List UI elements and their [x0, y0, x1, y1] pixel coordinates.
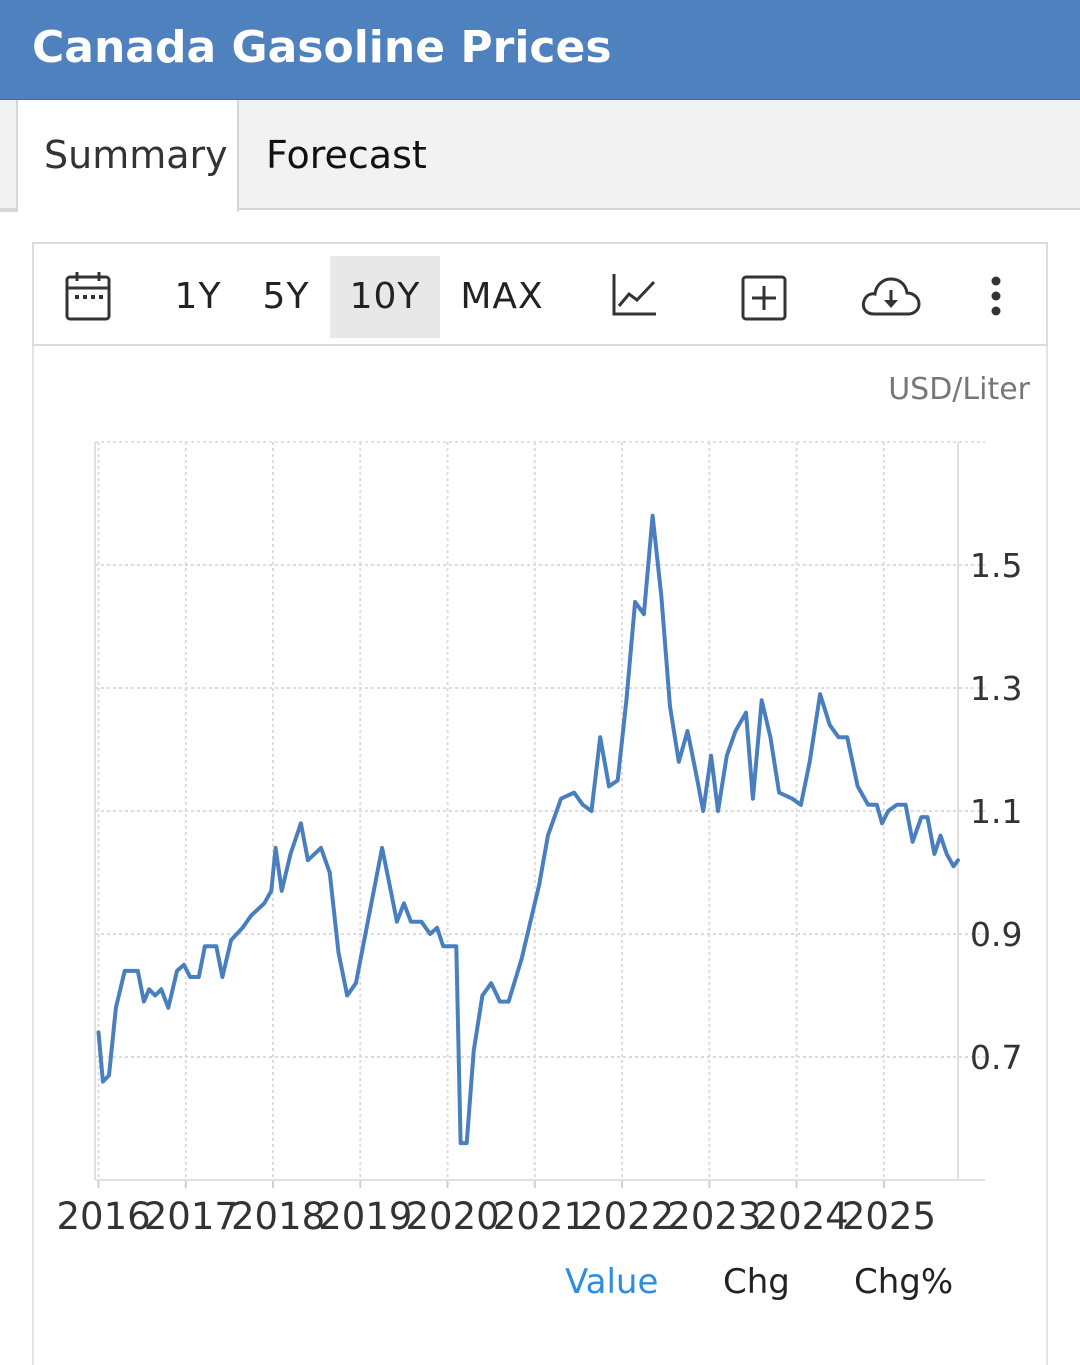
- chart-panel: [32, 242, 1048, 1365]
- chart-toolbar: 1Y 5Y 10Y MAX: [32, 242, 1048, 346]
- unit-label: USD/Liter: [888, 372, 1030, 407]
- page-title: Canada Gasoline Prices: [32, 22, 612, 73]
- tab-summary[interactable]: Summary: [16, 100, 239, 212]
- x-tick-label: 2016: [56, 1195, 150, 1230]
- y-tick-labels: 0.7 0.9 1.1 1.3 1.5: [970, 546, 1022, 1077]
- calendar-icon[interactable]: [64, 270, 112, 326]
- legend-value[interactable]: Value: [565, 1262, 659, 1302]
- y-tick-label: 1.1: [970, 792, 1022, 831]
- range-max-button[interactable]: MAX: [460, 276, 544, 317]
- x-tick-label: 2025: [842, 1195, 936, 1230]
- x-tick-label: 2024: [755, 1195, 849, 1230]
- x-tick-label: 2023: [667, 1195, 761, 1230]
- x-tick-label: 2018: [231, 1195, 325, 1230]
- y-tick-label: 0.9: [970, 915, 1022, 954]
- cloud-download-icon[interactable]: [860, 274, 922, 322]
- legend-chg[interactable]: Chg: [723, 1262, 790, 1302]
- line-chart: 2016201720182019202020212022202320242025…: [56, 441, 1022, 1230]
- add-box-icon[interactable]: [740, 274, 788, 326]
- chart-grid: [95, 441, 985, 1180]
- tab-forecast[interactable]: Forecast: [266, 133, 427, 177]
- line-chart-icon[interactable]: [610, 272, 658, 322]
- range-10y-button[interactable]: 10Y: [330, 256, 440, 338]
- y-tick-label: 1.5: [970, 546, 1022, 585]
- x-tick-label: 2020: [406, 1195, 500, 1230]
- tab-bar: Summary Forecast: [0, 100, 1080, 212]
- chart-axes: [94, 442, 985, 1188]
- x-tick-label: 2021: [493, 1195, 587, 1230]
- more-vertical-icon[interactable]: [988, 276, 1004, 320]
- app-header: Canada Gasoline Prices: [0, 0, 1080, 100]
- series-line: [96, 513, 960, 1146]
- y-tick-label: 1.3: [970, 669, 1022, 708]
- y-tick-label: 0.7: [970, 1038, 1022, 1077]
- x-tick-label: 2022: [580, 1195, 674, 1230]
- legend-chg-pct[interactable]: Chg%: [854, 1262, 954, 1302]
- x-tick-label: 2017: [144, 1195, 238, 1230]
- tab-divider: [0, 210, 16, 212]
- range-5y-button[interactable]: 5Y: [262, 276, 310, 317]
- range-1y-button[interactable]: 1Y: [174, 276, 222, 317]
- x-tick-label: 2019: [318, 1195, 412, 1230]
